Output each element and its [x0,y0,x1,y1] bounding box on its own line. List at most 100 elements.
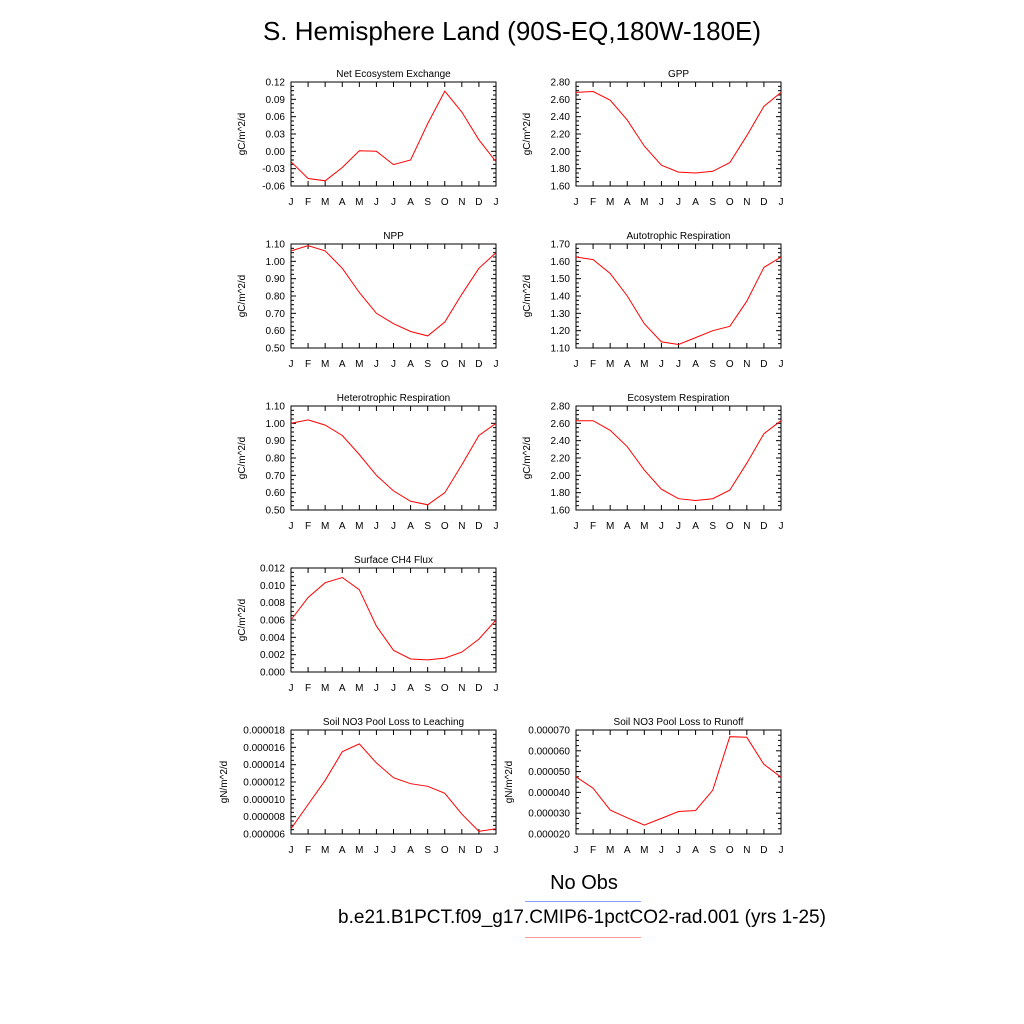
x-tick-label: F [590,845,596,856]
x-tick-label: A [407,521,414,532]
y-tick-label: 0.90 [266,436,286,447]
x-tick-label: J [574,845,579,856]
chart-title: NPP [383,231,404,242]
y-tick-label: 0.000040 [528,788,570,799]
x-tick-label: S [709,359,716,370]
plot-frame [290,729,497,835]
x-tick-label: J [374,683,379,694]
y-tick-label: 0.80 [266,292,286,303]
x-tick-label: S [709,197,716,208]
x-tick-label: J [391,359,396,370]
x-tick-label: D [475,359,482,370]
x-tick-label: S [424,197,431,208]
x-tick-label: J [779,359,784,370]
x-tick-label: M [355,845,363,856]
x-tick-label: O [726,197,734,208]
x-tick-label: F [305,683,311,694]
y-tick-label: 1.70 [551,240,571,251]
y-tick-label: 0.000016 [243,743,285,754]
y-tick-label: 2.40 [551,436,571,447]
chart-title: Surface CH4 Flux [354,555,433,566]
chart-title: Soil NO3 Pool Loss to Leaching [323,717,464,728]
legend-model-line [525,937,641,938]
x-tick-label: J [374,845,379,856]
legend-obs-label: No Obs [550,872,618,894]
x-tick-label: D [760,521,767,532]
x-tick-label: J [659,521,664,532]
y-tick-label: -0.06 [262,182,285,193]
x-tick-label: M [640,197,648,208]
x-tick-label: A [692,845,699,856]
chart-panel-1: Net Ecosystem Exchange -0.06 -0.03 0.00 0.03… [237,69,499,208]
x-tick-label: J [659,197,664,208]
y-tick-label: -0.03 [262,164,285,175]
x-tick-label: A [407,197,414,208]
y-tick-label: 2.20 [551,454,571,465]
series-line [290,419,497,506]
y-tick-label: 0.000018 [243,726,285,737]
x-tick-label: J [494,683,499,694]
x-tick-label: F [305,197,311,208]
chart-panel-9: Soil NO3 Pool Loss to Runoff 0.000020 0.00… [504,717,784,856]
y-tick-label: 2.00 [551,471,571,482]
x-tick-label: N [743,845,750,856]
x-tick-label: A [624,197,631,208]
y-tick-label: 2.20 [551,130,571,141]
x-tick-label: M [640,845,648,856]
x-tick-label: F [305,845,311,856]
x-tick-label: M [355,683,363,694]
x-tick-label: J [574,197,579,208]
x-tick-label: J [676,359,681,370]
x-tick-label: A [692,359,699,370]
y-tick-label: 1.80 [551,164,571,175]
y-tick-label: 0.010 [260,581,285,592]
plot-frame [290,567,497,673]
x-tick-label: J [676,197,681,208]
y-tick-label: 2.60 [551,419,571,430]
x-tick-label: S [424,359,431,370]
x-tick-label: J [391,683,396,694]
y-axis-label: gC/m^2/d [237,275,248,318]
x-tick-label: M [321,521,329,532]
x-tick-label: J [659,845,664,856]
y-tick-label: 1.30 [551,309,571,320]
y-tick-label: 0.60 [266,488,286,499]
x-tick-label: N [458,521,465,532]
y-tick-label: 0.002 [260,650,285,661]
y-tick-label: 1.20 [551,326,571,337]
x-tick-label: O [441,845,449,856]
series-line [290,90,497,182]
x-tick-label: J [494,359,499,370]
y-tick-label: 0.006 [260,616,285,627]
y-tick-label: 0.000010 [243,795,285,806]
chart-title: Ecosystem Respiration [627,393,729,404]
y-tick-label: 0.70 [266,309,286,320]
y-tick-label: 2.80 [551,78,571,89]
y-tick-label: 0.12 [266,78,286,89]
y-tick-label: 0.80 [266,454,286,465]
x-tick-label: O [441,197,449,208]
x-tick-label: A [407,683,414,694]
x-tick-label: J [779,197,784,208]
x-tick-label: A [407,845,414,856]
x-tick-label: J [779,845,784,856]
x-tick-label: F [305,359,311,370]
x-tick-label: D [475,197,482,208]
x-tick-label: S [709,521,716,532]
y-axis-label: gN/m^2/d [504,761,515,804]
chart-title: Soil NO3 Pool Loss to Runoff [614,717,744,728]
legend-obs-line [525,901,641,902]
x-tick-label: N [458,359,465,370]
x-tick-label: M [606,845,614,856]
x-tick-label: J [374,359,379,370]
x-tick-label: M [640,521,648,532]
y-tick-label: 1.50 [551,274,571,285]
x-tick-label: J [659,359,664,370]
x-tick-label: S [424,683,431,694]
y-tick-label: 0.000006 [243,830,285,841]
y-tick-label: 2.80 [551,402,571,413]
y-tick-label: 0.000070 [528,726,570,737]
plot-frame [290,81,497,187]
